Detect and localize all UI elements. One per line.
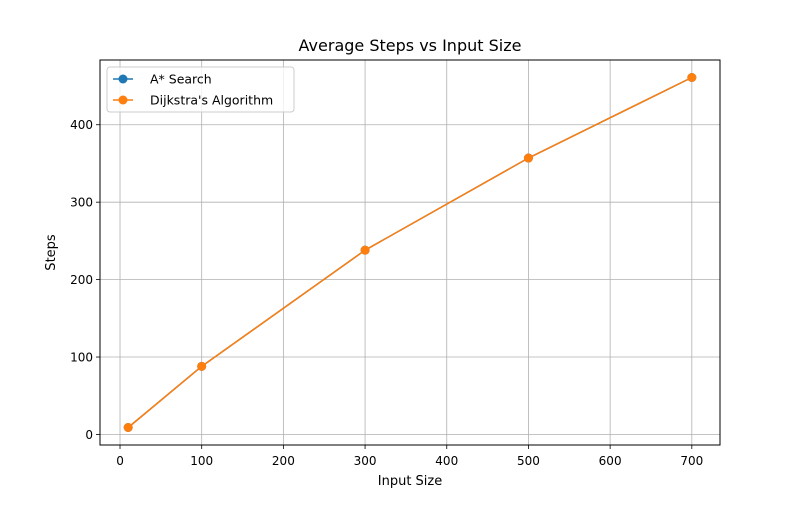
axis-ticks: 0 100 200 300 400 500 600 700 0 100 200 300 400 xyxy=(70,118,703,468)
chart-title: Average Steps vs Input Size xyxy=(299,36,522,55)
legend-label-dijkstra: Dijkstra's Algorithm xyxy=(150,93,273,108)
x-tick-label: 0 xyxy=(116,454,124,468)
legend-box xyxy=(106,66,295,113)
data-point-dijkstra xyxy=(523,153,533,163)
x-tick-label: 300 xyxy=(354,454,377,468)
legend-marker-a-star xyxy=(118,74,128,84)
plot-area-frame xyxy=(99,59,721,446)
y-axis-label: Steps xyxy=(44,234,59,271)
y-tick-label: 100 xyxy=(70,351,93,365)
y-tick-label: 400 xyxy=(70,118,93,132)
series-layer xyxy=(123,73,697,432)
legend-marker-dijkstra xyxy=(118,95,128,105)
y-tick-label: 200 xyxy=(70,273,93,287)
y-tick-label: 300 xyxy=(70,196,93,210)
y-tick-label: 0 xyxy=(85,428,93,442)
grid xyxy=(100,60,720,445)
x-tick-label: 400 xyxy=(435,454,458,468)
x-axis-label: Input Size xyxy=(378,474,442,489)
x-tick-label: 500 xyxy=(517,454,540,468)
x-tick-label: 600 xyxy=(599,454,622,468)
data-point-dijkstra xyxy=(197,361,207,371)
data-point-dijkstra xyxy=(687,73,697,82)
data-point-dijkstra xyxy=(360,245,370,255)
x-tick-label: 100 xyxy=(190,454,213,468)
legend: A* Search Dijkstra's Algorithm xyxy=(106,66,295,113)
x-tick-label: 700 xyxy=(680,454,703,468)
data-point-dijkstra xyxy=(123,423,133,432)
x-tick-label: 200 xyxy=(272,454,295,468)
legend-label-a-star: A* Search xyxy=(150,72,212,87)
